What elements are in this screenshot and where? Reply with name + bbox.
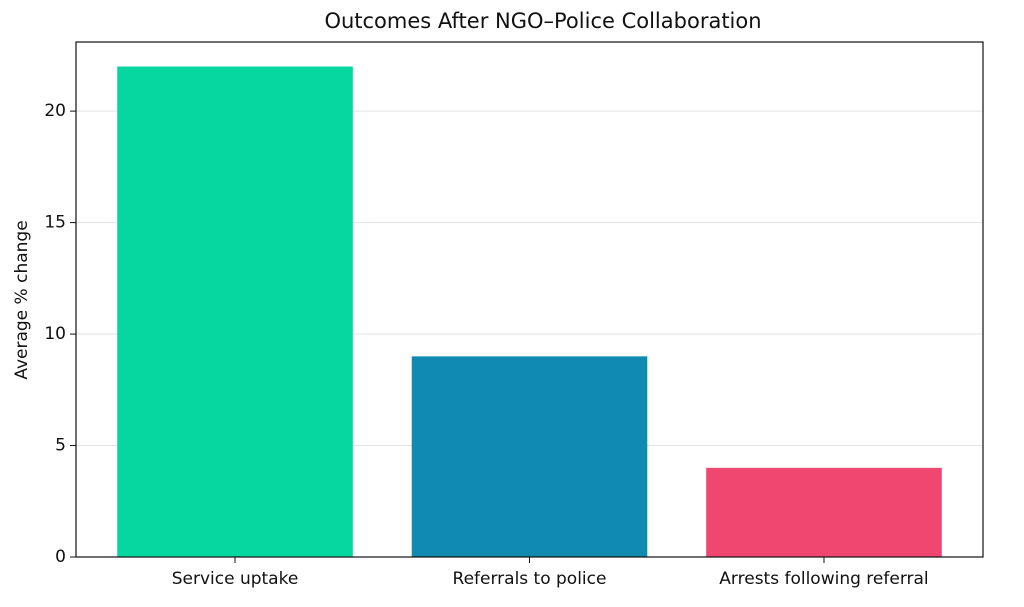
x-tick-label: Referrals to police [453,569,607,589]
y-tick-label: 15 [44,213,66,233]
bar [117,66,353,558]
plot-frame [75,41,984,558]
y-axis-label: Average % change [12,220,32,379]
x-tick-label: Arrests following referral [719,569,928,589]
bar [706,467,942,557]
y-tick-label: 20 [44,101,66,121]
y-tick-label: 10 [44,324,66,344]
x-tick-label: Service uptake [172,569,299,589]
y-tick-label: 5 [55,436,66,456]
chart-title: Outcomes After NGO–Police Collaboration [324,9,761,33]
y-tick-label: 0 [55,547,66,567]
bar [411,356,648,557]
